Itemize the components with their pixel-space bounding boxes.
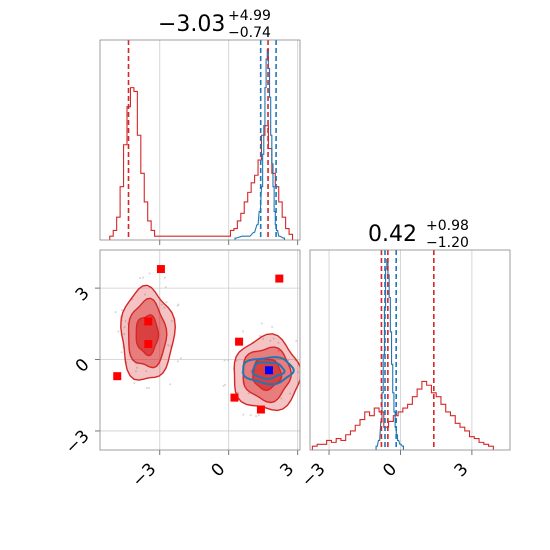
marker-red-square [235,337,244,346]
x-tick-label: −3 [128,459,160,491]
panel-title-value: −3.03 [158,12,225,37]
sample-point [165,301,168,304]
sample-point [171,319,174,322]
panel-title-minus: −1.20 [426,235,469,251]
y-tick-label: 3 [72,283,94,305]
sample-point [124,320,127,323]
histogram-red-series [109,87,294,240]
histogram-blue-series [234,48,286,240]
sample-point [167,344,170,347]
marker-red-square [275,274,284,283]
sample-point [297,371,300,374]
panel-top-left-histogram: −3.03 +4.99−0.74 [99,8,301,245]
panel-bottom-left-scatter: −3 0 3 −3 0 3 [62,249,309,491]
sample-point [179,357,182,360]
sample-point [134,370,137,373]
sample-point [271,325,274,328]
axes-frame [309,249,511,451]
sample-point [121,309,124,312]
axes-frame [99,39,301,241]
marker-blue-square [264,366,273,375]
sample-point [262,337,265,340]
marker-red-square [230,393,239,402]
sample-point [257,414,260,417]
sample-point [147,387,150,390]
marker-red-square [256,405,265,414]
axes-frame [99,249,301,451]
panel-title-value: 0.42 [368,222,417,247]
sample-point [295,340,298,343]
sample-point [242,330,245,333]
contour-red-level-3 [135,314,160,357]
y-tick-label: 0 [72,355,94,377]
marker-red-square [156,265,165,274]
sample-point [123,333,126,336]
sample-point [133,382,136,385]
sample-point [148,272,151,275]
sample-point [141,276,144,279]
x-tick-label: 0 [207,459,229,481]
sample-point [224,383,227,386]
contour-blue-level-2 [251,361,286,380]
sample-point [249,414,252,417]
marker-red-square [113,372,122,381]
sample-point [139,276,142,279]
marker-red-square [144,317,153,326]
sample-point [272,337,275,340]
panel-title-minus: −0.74 [228,25,271,41]
sample-point [305,345,307,347]
sample-point [305,350,307,352]
sample-point [163,276,166,279]
sample-point [163,306,166,309]
sample-point [164,286,167,289]
y-tick-label: −3 [62,426,94,458]
sample-point [123,326,126,329]
panel-title-plus: +4.99 [228,8,271,24]
sample-point [145,370,148,373]
sample-point [242,413,245,416]
sample-point [226,359,229,362]
sample-point [255,415,258,418]
sample-point [307,370,309,372]
sample-point [289,392,292,395]
sample-point [176,360,179,363]
histogram-red-series [311,380,494,450]
x-tick-label: 0 [379,459,401,481]
scatter-plot-area [113,265,309,418]
sample-point [235,359,238,362]
sample-point [222,385,225,388]
sample-point [160,303,163,306]
sample-point [280,397,283,400]
sample-point [302,365,304,367]
sample-point [277,341,280,344]
marker-red-square [144,340,153,349]
sample-point [277,350,280,353]
sample-point [117,330,120,333]
sample-point [223,359,226,362]
sample-point [269,339,272,342]
x-tick-label: −3 [298,459,330,491]
sample-point [177,303,180,306]
sample-point [169,383,172,386]
histogram-blue-series [375,258,405,450]
panel-bottom-right-histogram: −3 0 3 0.42 +0.98−1.20 [298,218,511,491]
sample-point [287,359,290,362]
sample-point [260,322,263,325]
sample-point [136,366,139,369]
sample-point [120,351,123,354]
x-tick-label: 3 [451,459,473,481]
contour-blue-level-1 [242,356,295,386]
sample-point [247,392,250,395]
panel-title-plus: +0.98 [426,218,469,234]
sample-point [144,293,147,296]
sample-point [145,386,148,389]
sample-point [114,311,117,314]
x-tick-label: 3 [276,459,298,481]
